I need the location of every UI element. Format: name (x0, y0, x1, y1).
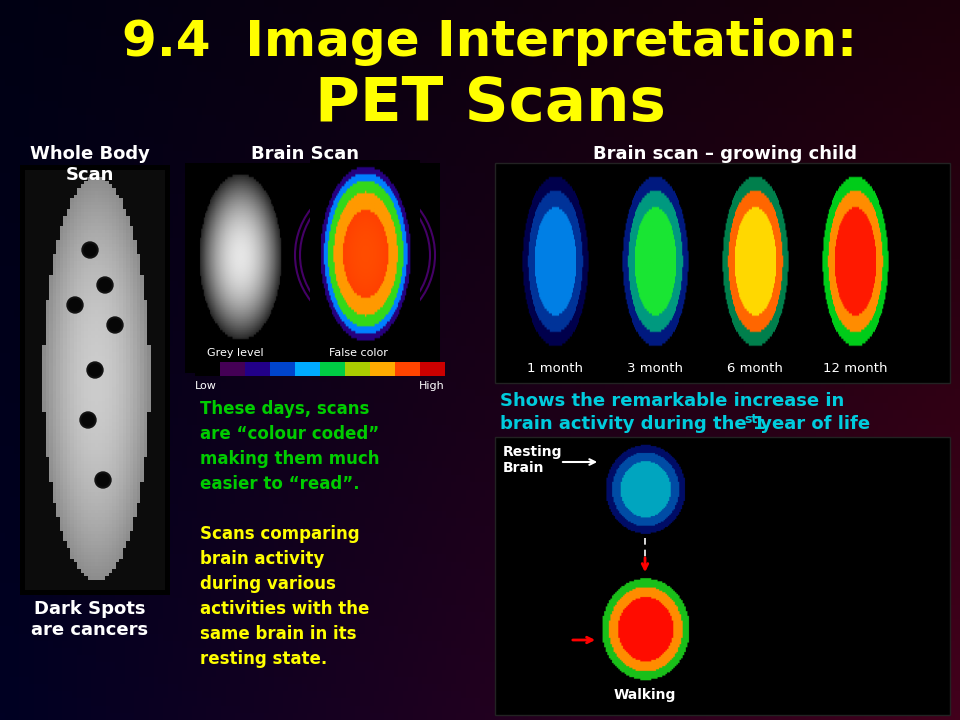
Text: Dark Spots
are cancers: Dark Spots are cancers (32, 600, 149, 639)
Bar (395, 362, 420, 376)
Text: Scans comparing
brain activity
during various
activities with the
same brain in : Scans comparing brain activity during va… (200, 525, 370, 668)
Text: Whole Body
Scan: Whole Body Scan (30, 145, 150, 184)
Circle shape (82, 414, 94, 426)
Text: These days, scans
are “colour coded”
making them much
easier to “read”.: These days, scans are “colour coded” mak… (200, 400, 379, 493)
Text: brain activity during the 1: brain activity during the 1 (500, 415, 765, 433)
Text: Brain Scan: Brain Scan (251, 145, 359, 163)
Text: Walking: Walking (613, 688, 676, 702)
Bar (345, 362, 370, 376)
Circle shape (95, 472, 111, 488)
Bar (420, 362, 445, 376)
Text: Shows the remarkable increase in: Shows the remarkable increase in (500, 392, 844, 410)
Text: 6 month: 6 month (727, 362, 783, 375)
Bar (295, 362, 320, 376)
Circle shape (107, 317, 123, 333)
Bar (495, 163, 950, 383)
Text: 3 month: 3 month (627, 362, 683, 375)
Text: Resting
Brain: Resting Brain (503, 445, 563, 475)
Text: PET Scans: PET Scans (315, 76, 665, 135)
Text: 9.4  Image Interpretation:: 9.4 Image Interpretation: (123, 18, 857, 66)
Text: 12 month: 12 month (823, 362, 887, 375)
Text: 1 month: 1 month (527, 362, 583, 375)
Circle shape (87, 362, 103, 378)
Bar (370, 362, 395, 376)
Circle shape (89, 364, 101, 376)
Text: year of life: year of life (754, 415, 870, 433)
Circle shape (80, 412, 96, 428)
Text: Brain scan – growing child: Brain scan – growing child (593, 145, 857, 163)
Bar (20, 165, 170, 595)
Text: High: High (420, 381, 445, 391)
Circle shape (82, 242, 98, 258)
Bar (220, 362, 245, 376)
Text: Low: Low (195, 381, 217, 391)
Text: False color: False color (328, 348, 388, 358)
Bar (185, 163, 440, 373)
Circle shape (84, 244, 96, 256)
Circle shape (109, 319, 121, 331)
Circle shape (69, 299, 81, 311)
Circle shape (97, 474, 109, 486)
Circle shape (99, 279, 111, 291)
Text: st: st (744, 413, 757, 426)
Bar (320, 362, 345, 376)
Bar (270, 362, 295, 376)
Bar (195, 362, 220, 376)
Bar (495, 437, 950, 715)
Text: Grey level: Grey level (206, 348, 263, 358)
Circle shape (67, 297, 83, 313)
Circle shape (97, 277, 113, 293)
Bar (245, 362, 270, 376)
